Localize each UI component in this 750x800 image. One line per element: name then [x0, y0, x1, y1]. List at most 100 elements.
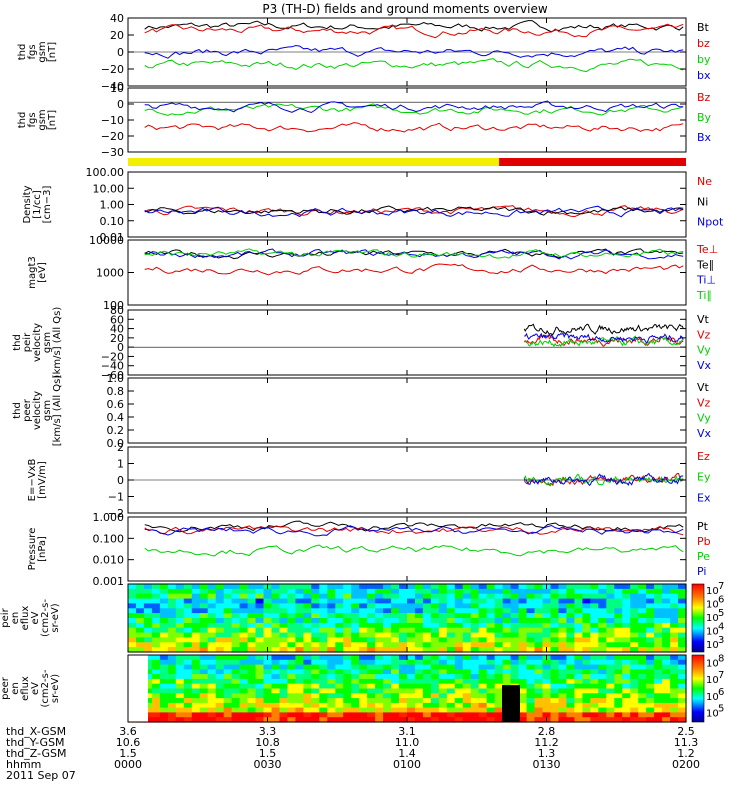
peir-spec-cell — [391, 627, 400, 634]
peer-spec-cell — [422, 655, 432, 661]
peir-spec-cell — [670, 642, 679, 648]
peir-spec-cell — [622, 642, 631, 648]
peir-spec-cell — [255, 584, 265, 590]
colorbar-tick-label: 10 — [706, 599, 719, 610]
peir-spec-cell — [638, 647, 647, 653]
peer-spec-cell — [534, 717, 544, 723]
peer-spec-cell — [311, 698, 320, 704]
peer-spec-cell — [351, 664, 360, 670]
y-tick-label: 10.00 — [93, 182, 125, 195]
peer-spec-cell — [343, 693, 352, 699]
peir-spec-cell — [446, 593, 456, 600]
y-axis-label: peer — [22, 398, 33, 422]
peir-spec-cell — [446, 603, 456, 609]
peer-spec-cell — [167, 669, 177, 675]
peer-spec-cell — [582, 669, 591, 675]
y-tick-label: −1 — [108, 491, 124, 504]
peir-spec-cell — [175, 613, 185, 619]
peir-spec-cell — [622, 608, 631, 614]
peir-spec-cell — [151, 613, 161, 619]
peir-spec-cell — [598, 603, 607, 609]
peir-spec-cell — [391, 588, 400, 595]
date-label: 2011 Sep 07 — [6, 769, 76, 782]
peir-spec-cell — [375, 637, 384, 643]
peir-spec-cell — [518, 608, 528, 614]
peir-spec-cell — [159, 618, 169, 624]
peer-spec-cell — [670, 688, 679, 694]
peir-spec-cell — [566, 632, 575, 639]
peir-spec-cell — [359, 618, 368, 624]
peir-spec-cell — [470, 618, 480, 624]
peer-spec-cell — [662, 717, 671, 723]
peir-spec-cell — [470, 603, 480, 609]
peir-spec-cell — [662, 598, 671, 605]
peir-spec-cell — [654, 627, 663, 634]
axis-row-value: 11.2 — [534, 736, 559, 749]
peir-spec-cell — [191, 642, 201, 648]
peer-spec-cell — [287, 664, 296, 670]
peer-spec-cell — [343, 712, 352, 718]
peir-spec-cell — [415, 642, 424, 648]
peir-spec-cell — [375, 598, 384, 605]
peer-spec-cell — [175, 655, 185, 661]
peer-spec-cell — [630, 707, 639, 713]
y-axis-label: [km/s] (All Qs) — [52, 307, 63, 379]
peir-spec-cell — [263, 613, 273, 619]
peir-spec-cell — [574, 632, 583, 639]
peer-spec-cell — [670, 659, 679, 666]
peir-spec-cell — [438, 622, 448, 629]
peir-spec-cell — [462, 584, 472, 590]
peer-spec-cell — [478, 707, 488, 713]
peir-spec-cell — [327, 622, 336, 629]
peir-spec-cell — [470, 627, 480, 634]
peir-spec-cell — [247, 608, 257, 614]
peir-spec-cell — [622, 613, 631, 619]
peer-spec-cell — [271, 678, 281, 685]
y-axis-label: magt3 — [27, 256, 38, 289]
peir-spec-cell — [183, 627, 193, 634]
peer-spec-cell — [646, 717, 655, 723]
peir-spec-cell — [167, 632, 177, 639]
peer-spec-cell — [678, 712, 687, 718]
peir-spec-cell — [558, 588, 568, 595]
peir-spec-cell — [446, 598, 456, 605]
peer-spec-cell — [239, 707, 249, 713]
peir-spec-cell — [359, 632, 368, 639]
peer-spec-cell — [279, 669, 289, 675]
peer-spec-cell — [215, 655, 225, 661]
peer-spec-cell — [367, 669, 376, 675]
peer-spec-cell — [430, 669, 440, 675]
peer-spec-cell — [606, 707, 615, 713]
peir-spec-cell — [606, 613, 615, 619]
peir-spec-cell — [622, 584, 631, 590]
peir-spec-cell — [534, 632, 544, 639]
peer-spec-cell — [319, 688, 328, 694]
peir-spec-cell — [327, 584, 336, 590]
peir-spec-cell — [191, 593, 201, 600]
peir-spec-cell — [375, 584, 384, 590]
peer-spec-cell — [407, 693, 416, 699]
peir-spec-cell — [287, 642, 296, 648]
peir-spec-cell — [415, 588, 424, 595]
peir-spec-cell — [526, 637, 536, 643]
peer-spec-cell — [590, 678, 599, 685]
peir-spec-cell — [662, 647, 671, 653]
peer-spec-cell — [207, 698, 217, 704]
peir-spec-cell — [287, 627, 296, 634]
peir-spec-cell — [279, 598, 289, 605]
peer-spec-cell — [143, 702, 153, 709]
peir-spec-cell — [670, 627, 679, 634]
peer-spec-cell — [367, 698, 376, 704]
peir-spec-cell — [263, 608, 273, 614]
peir-spec-cell — [638, 627, 647, 634]
peir-spec-cell — [319, 642, 328, 648]
peir-spec-cell — [215, 642, 225, 648]
peir-spec-cell — [231, 603, 241, 609]
peir-spec-cell — [271, 588, 281, 595]
peir-spec-cell — [167, 627, 177, 634]
peir-spec-cell — [678, 584, 687, 590]
colorbar-tick-exponent: 7 — [718, 670, 724, 681]
peir-spec-cell — [454, 598, 464, 605]
peir-spec-cell — [638, 608, 647, 614]
peer-spec-cell — [558, 712, 568, 718]
